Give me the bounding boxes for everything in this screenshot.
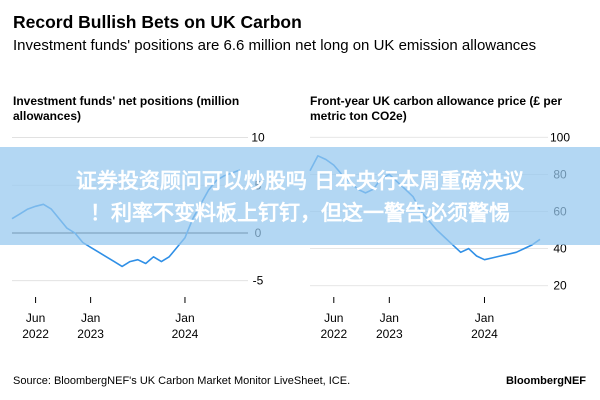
left-x-tick-label: 2024 <box>172 327 199 341</box>
right-y-tick-label: 100 <box>550 130 570 144</box>
chart-title: Record Bullish Bets on UK Carbon <box>13 12 302 32</box>
right-x-tick-label: 2024 <box>471 327 498 341</box>
right-panel-title: Front-year UK carbon allowance price (£ … <box>310 94 563 123</box>
brand-logo-text: BloombergNEF <box>505 375 586 387</box>
right-x-tick-label: Jan <box>475 311 494 325</box>
left-x-tick-label: Jan <box>175 311 194 325</box>
source-note: Source: BloombergNEF's UK Carbon Market … <box>13 375 351 387</box>
left-x-tick-label: Jun <box>26 311 45 325</box>
chart-subtitle: Investment funds' positions are 6.6 mill… <box>13 37 537 54</box>
left-x-tick-label: 2023 <box>77 327 104 341</box>
left-panel-title: Investment funds' net positions (million… <box>13 94 240 123</box>
overlay-text-line-1: 证券投资顾问可以炒股吗 日本央行本周重磅决议 <box>75 169 525 193</box>
left-x-tick-label: 2022 <box>22 327 49 341</box>
left-y-tick-label: -5 <box>253 274 264 288</box>
left-y-tick-label: 10 <box>251 131 265 145</box>
right-x-tick-label: 2023 <box>376 327 403 341</box>
overlay-banner <box>0 147 600 245</box>
right-y-tick-label: 20 <box>553 279 567 293</box>
right-x-tick-label: Jun <box>324 311 343 325</box>
left-x-tick-label: Jan <box>81 311 100 325</box>
overlay-text-line-2: ！利率不变料板上钉钉，但这一警告必须警惕 <box>90 201 510 225</box>
right-x-tick-label: Jan <box>380 311 399 325</box>
right-x-tick-label: 2022 <box>320 327 347 341</box>
right-y-tick-label: 40 <box>553 242 567 256</box>
